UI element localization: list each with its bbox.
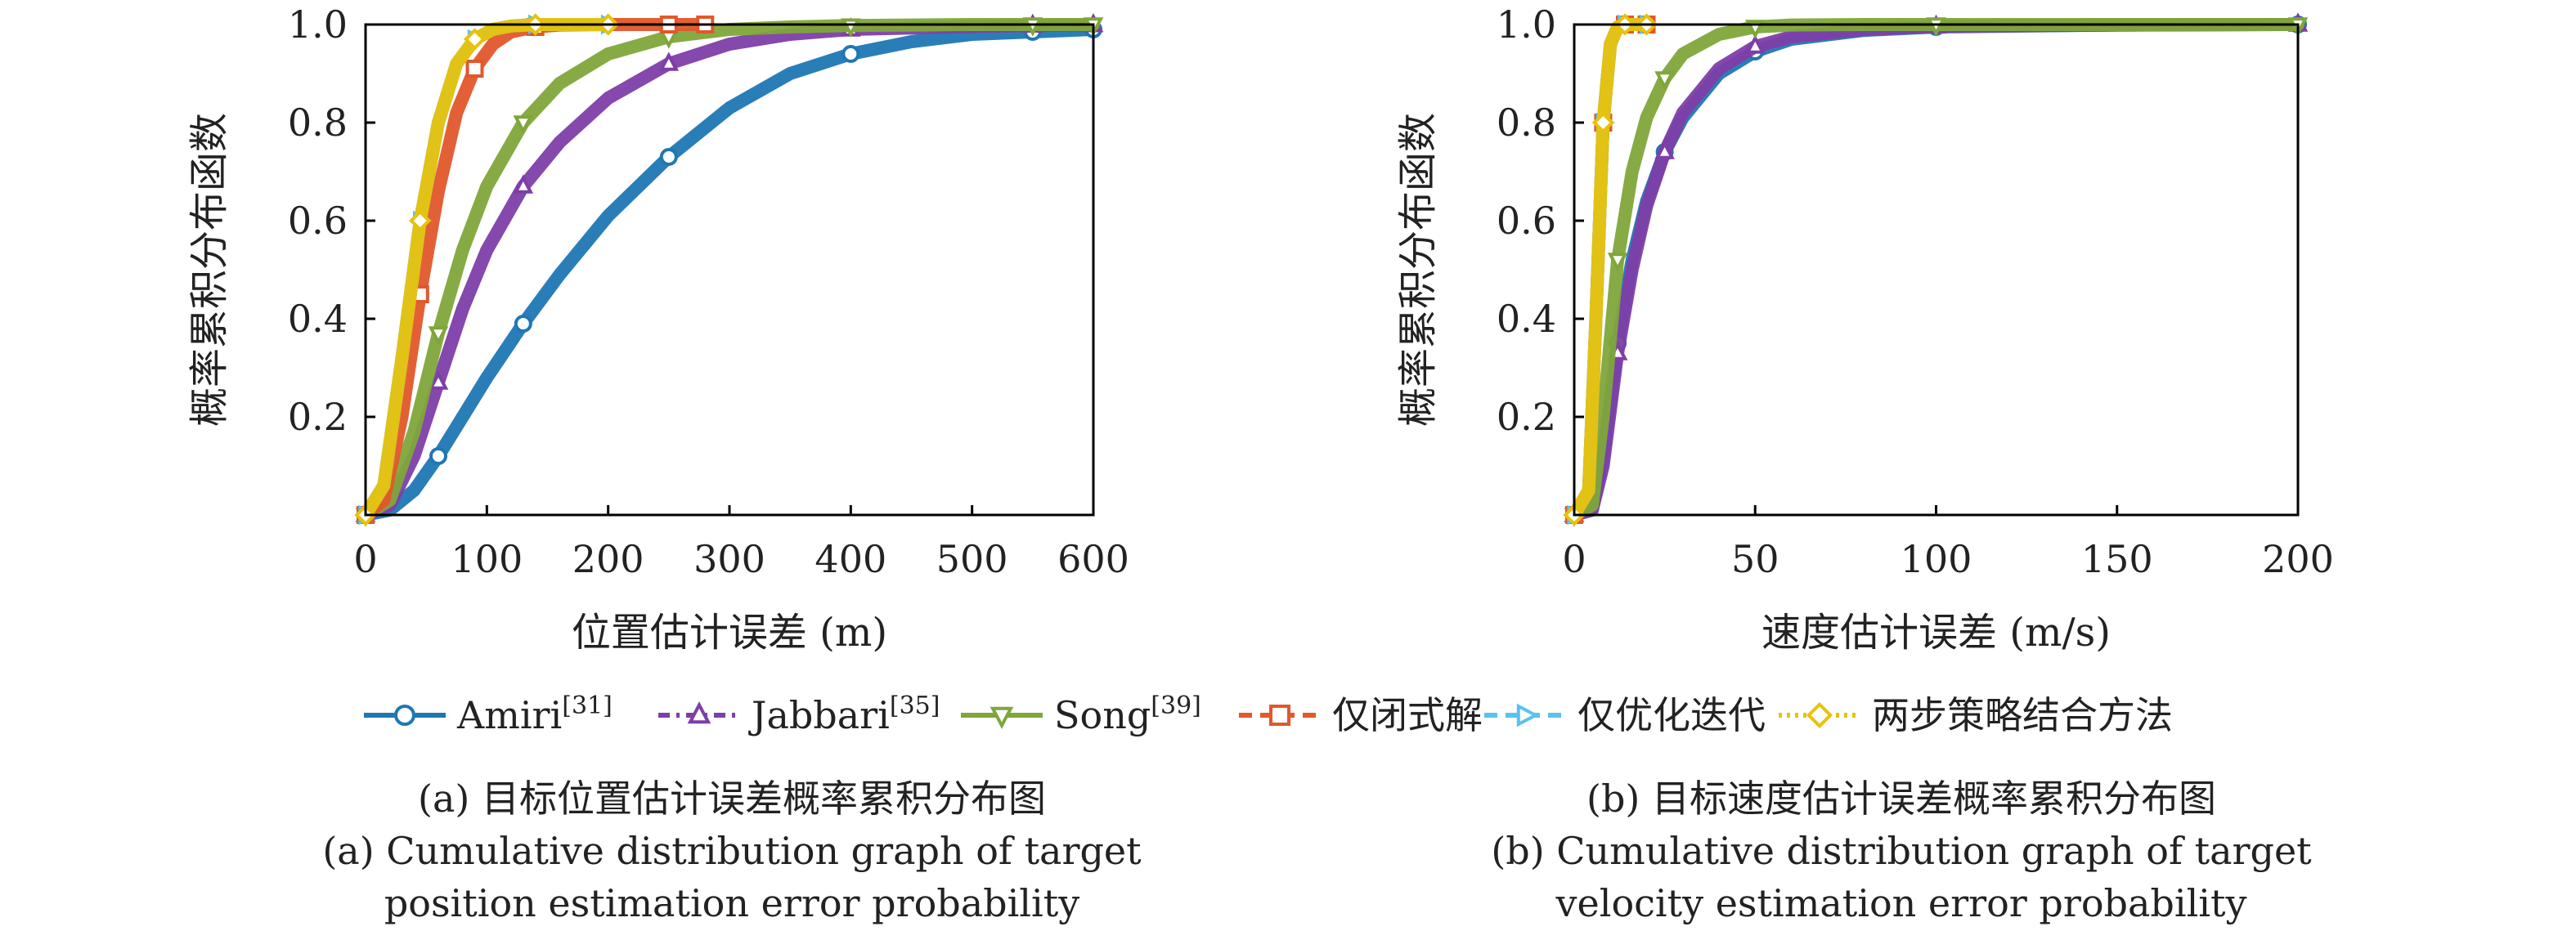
chart-b-series-line-2 [1568,18,2304,521]
chart-a-series-0-point-6 [514,315,532,333]
caption-b-english-line1: (b) Cumulative distribution graph of tar… [1491,829,2312,873]
chart-b-series-5-point-3 [1591,111,1615,134]
chart-a-x-tick-label-6: 600 [1057,537,1129,581]
chart-b-series-2-point-6 [1654,71,1675,91]
chart-a-series-3-point-6 [465,60,484,78]
chart-a-y-tick-label-4: 1.0 [288,2,348,47]
chart-a-series-2-point-15 [1022,17,1043,37]
legend-marker-2 [990,706,1014,729]
chart-a-x-tick-label-5: 500 [936,537,1008,581]
chart-a-y-tick-label-1: 0.4 [288,297,348,341]
legend-ref-1: [35] [890,692,940,720]
caption-a: (a) 目标位置估计误差概率累积分布图 (a) Cumulative distr… [270,772,1194,929]
chart-a-series-0-point-12 [841,45,860,63]
caption-a-english-line1: (a) Cumulative distribution graph of tar… [322,829,1142,873]
chart-a-series-1-point-3 [428,370,449,390]
chart-a-series-0-point-9 [659,148,678,166]
chart-b-series-line-1 [1568,18,2304,521]
chart-b-x-tick-label-2: 100 [1901,537,1972,581]
chart-b-series-2-point-12 [1926,17,1946,37]
chart-b-y-axis-label: 概率累积分布函数 [1395,113,1441,427]
chart-a-series-2-point-3 [428,326,449,346]
legend-label-5: 两步策略结合方法 [1872,693,2173,737]
chart-b-plot-frame [1573,23,2300,517]
legend-label-0: Amiri[31] [456,692,613,737]
chart-a-series-2-point-6 [513,115,534,135]
chart-b-series-2-point-3 [1607,253,1628,272]
chart-a-series-0-point-3 [429,447,447,465]
chart-b-y-tick-label-2: 0.6 [1497,199,1556,243]
chart-a-x-tick-label-0: 0 [353,537,377,581]
chart-b-x-tick-label-3: 150 [2081,537,2153,581]
chart-a-x-tick-label-2: 200 [572,537,644,581]
chart-a-series-5-point-6 [463,28,487,51]
chart-a-series-1-point-9 [658,51,680,71]
chart-a-y-tick-label-3: 0.8 [288,101,348,145]
chart-a-series-line-1 [359,18,1100,521]
chart-b-x-tick-label-1: 50 [1731,537,1779,581]
legend-ref-2: [39] [1151,692,1201,720]
caption-b: (b) 目标速度估计误差概率累积分布图 (b) Cumulative distr… [1439,772,2363,929]
chart-a-series-5-point-3 [409,209,432,232]
chart-b-y-tick-label-1: 0.4 [1497,297,1556,341]
chart-a-x-tick-label-3: 300 [693,537,765,581]
legend-marker-5 [1806,701,1833,729]
chart-a-y-tick-label-0: 0.2 [288,395,348,439]
chart-b-x-tick-label-4: 200 [2262,537,2334,581]
chart-a-y-tick-label-2: 0.6 [288,199,348,243]
chart-b-y-tick-label-4: 1.0 [1497,2,1556,47]
chart-b-y-tick-label-0: 0.2 [1497,395,1556,439]
chart-b-series-1-point-6 [1654,140,1675,159]
legend-label-1: Jabbari[35] [748,692,940,737]
legend-marker-1 [687,701,711,724]
caption-b-chinese: (b) 目标速度估计误差概率累积分布图 [1586,777,2216,821]
chart-b-x-axis-label: 速度估计误差 (m/s) [1761,610,2111,656]
chart-b-y-tick-label-3: 0.8 [1497,101,1556,145]
legend-marker-3 [1269,705,1290,726]
chart-a-y-axis-label: 概率累积分布函数 [186,113,232,427]
chart-b-x-tick-label-0: 0 [1562,537,1586,581]
chart-b-series-1-point-9 [1744,34,1766,54]
legend-ref-0: [31] [562,692,613,720]
legend-label-2: Song[39] [1054,692,1201,737]
chart-b-series-line-0 [1568,18,2304,521]
chart-a-x-tick-label-1: 100 [451,537,523,581]
legend-marker-0 [394,705,415,726]
legend: Amiri[31] Jabbari[35] Song[39] 仅闭式解 仅优化迭代 两步策… [364,692,2173,737]
chart-a-series-line-0 [359,23,1100,521]
chart-a-x-axis-label: 位置估计误差 (m) [572,610,887,656]
chart-velocity-error-cdf: 0 50 100 150 200 0.2 0.4 0.6 0.8 1.0 速度估计误差 (m/s) 概… [1395,2,2334,656]
legend-marker-4 [1516,703,1539,727]
chart-a-series-1-point-6 [513,174,534,194]
chart-position-error-cdf: 0 100 200 300 400 500 600 0.2 0.4 0.6 0.8 1.0 位置估计误差… [186,2,1129,656]
chart-a-x-tick-label-4: 400 [815,537,886,581]
legend-label-3: 仅闭式解 [1332,693,1483,737]
caption-a-english-line2: position estimation error probability [384,881,1080,925]
caption-b-english-line2: velocity estimation error probability [1555,881,2247,925]
caption-a-chinese: (a) 目标位置估计误差概率累积分布图 [418,777,1046,821]
legend-label-4: 仅优化迭代 [1577,693,1766,737]
